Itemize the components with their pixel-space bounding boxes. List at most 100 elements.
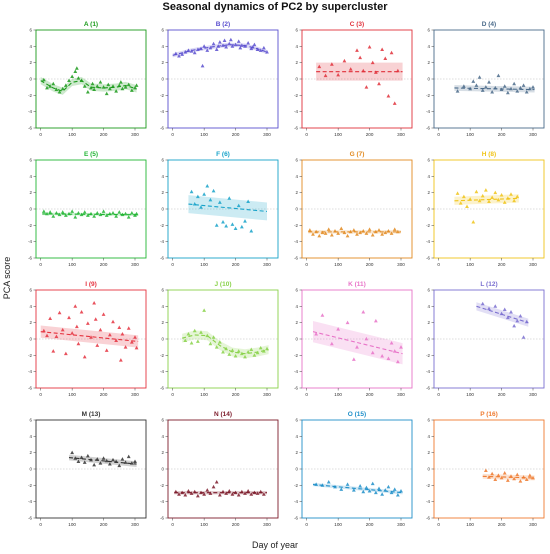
x-tick-label: 200 [366,392,374,397]
data-point [70,209,75,213]
y-tick-label: 6 [428,288,431,293]
y-tick-label: 6 [162,418,165,423]
data-point [107,86,112,91]
data-point [76,210,81,215]
panel: D (4) 0 100 200 300 -6 -4 -2 0 2 4 6 [426,21,545,137]
x-tick-label: 300 [263,132,271,137]
data-point [377,81,381,86]
y-tick-label: -4 [160,239,164,244]
data-point [386,94,391,98]
data-point [311,232,315,236]
y-tick-label: -2 [28,483,32,488]
data-point [90,81,95,86]
data-point [370,350,375,355]
data-point [380,47,385,51]
data-point [73,304,78,308]
data-point [252,42,257,47]
data-point [252,353,257,357]
data-point [45,85,49,90]
data-point [189,49,194,53]
data-point [249,347,254,352]
data-point [246,488,251,493]
x-tick-label: 200 [232,132,240,137]
x-tick-label: 100 [466,132,474,137]
data-point [85,213,90,217]
data-point [518,85,523,90]
data-point [239,224,244,229]
data-point [199,205,203,209]
panel-title: N (14) [214,411,232,418]
x-tick-label: 100 [68,392,76,397]
y-tick-label: -4 [426,109,430,114]
data-point [104,91,109,96]
data-point [509,309,513,314]
panel: O (15) 0 100 200 300 -6 -4 -2 0 2 4 6 [294,411,413,527]
data-point [392,487,397,491]
trend-line [454,197,519,202]
data-point [258,48,263,52]
data-point [73,69,78,74]
y-tick-label: 4 [30,434,33,439]
data-point [317,233,322,238]
y-tick-label: 0 [296,207,299,212]
data-point [380,232,385,236]
y-tick-label: -2 [294,93,298,98]
data-point [483,85,488,89]
x-tick-label: 200 [366,132,374,137]
data-point [515,472,520,477]
panel-title: C (3) [350,21,364,28]
data-point [339,487,344,491]
x-tick-label: 300 [529,392,537,397]
data-point [227,488,232,493]
data-point [487,475,491,479]
x-tick-label: 100 [200,132,208,137]
y-tick-label: 4 [428,434,431,439]
data-point [189,340,194,345]
data-point [483,468,488,473]
panel: I (9) 0 100 200 300 -6 -4 -2 0 2 4 6 [28,281,147,397]
y-tick-label: 4 [30,304,33,309]
y-tick-label: 0 [162,337,165,342]
data-point [329,233,334,237]
y-tick-label: -2 [426,353,430,358]
data-point [480,193,485,198]
x-tick-label: 300 [131,522,139,527]
x-tick-label: 100 [334,392,342,397]
data-point [76,459,81,464]
data-point [48,84,53,88]
y-tick-label: 2 [296,450,299,455]
x-tick-label: 0 [305,392,308,397]
data-point [395,229,400,234]
data-point [323,231,328,235]
y-tick-label: 0 [30,337,33,342]
data-point [134,345,139,350]
y-tick-label: -6 [294,256,298,261]
panel: A (1) 0 100 200 300 -6 -4 -2 0 2 4 6 [28,21,147,137]
data-point [399,488,403,493]
x-tick-label: 0 [171,262,174,267]
data-point [386,484,391,489]
x-tick-label: 300 [263,262,271,267]
data-point [249,228,254,233]
data-point [317,64,322,69]
data-point [477,75,482,79]
data-point [126,82,131,87]
x-tick-label: 200 [100,132,108,137]
y-tick-label: 6 [30,288,33,293]
x-tick-label: 300 [397,392,405,397]
data-point [111,457,115,462]
x-tick-label: 100 [200,392,208,397]
data-point [117,463,122,468]
panel-title: P (16) [480,411,498,418]
data-point [515,89,520,93]
x-tick-label: 300 [397,132,405,137]
x-tick-label: 0 [437,392,440,397]
data-point [67,315,71,320]
y-tick-label: -2 [160,483,164,488]
x-tick-label: 300 [131,262,139,267]
data-point [95,343,100,347]
data-point [195,493,200,498]
data-point [364,485,369,490]
data-point [117,325,122,329]
